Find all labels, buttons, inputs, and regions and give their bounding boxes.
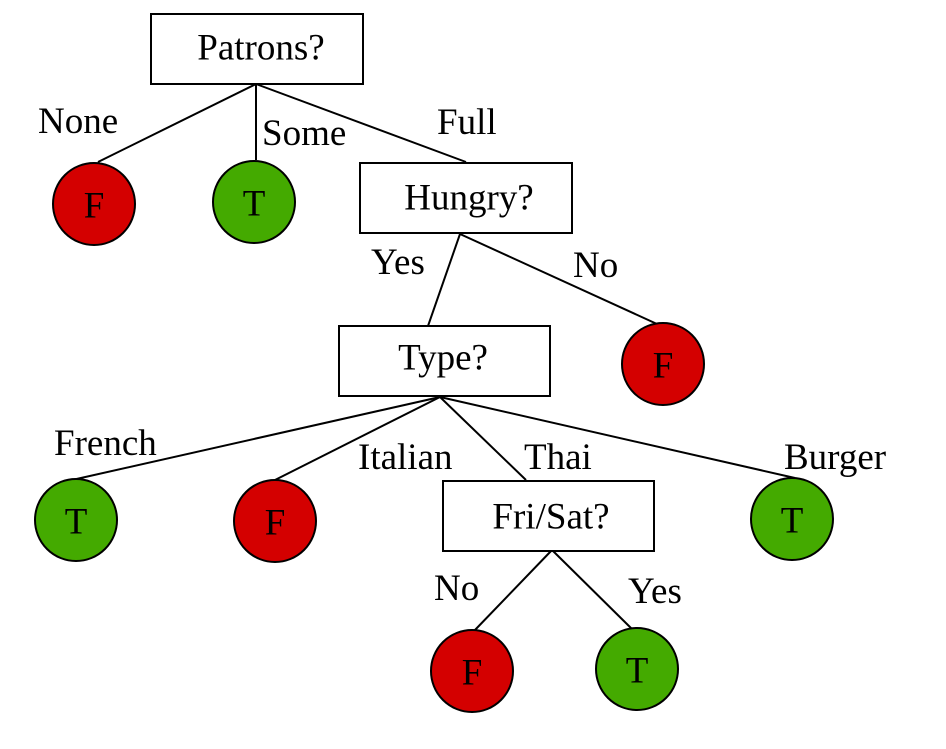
leaf-type-italian: F [233,479,317,563]
node-patrons-box [150,13,364,85]
edge-label-full: Full [437,102,497,143]
leaf-false-circle [621,322,705,406]
edge-label-some: Some [262,113,346,154]
edge-hungry-yes [427,233,461,327]
leaf-true-circle [750,477,834,561]
leaf-frisat-yes: T [595,627,679,711]
leaf-true-circle [34,478,118,562]
edge-type-burger [439,396,796,479]
tree-edges [71,83,796,632]
edge-patrons-none [97,83,257,163]
leaf-false-circle [233,479,317,563]
edge-type-thai [439,396,527,481]
leaf-patrons-none: F [52,162,136,246]
node-type-box [338,325,551,397]
node-hungry-label: Hungry? [404,178,533,219]
edge-label-burger: Burger [784,437,886,478]
edge-label-yes: Yes [628,571,682,612]
node-type: Type? [338,325,551,397]
edge-label-no: No [573,245,618,286]
leaf-type-french: T [34,478,118,562]
edge-type-french [71,396,441,481]
leaf-true-circle [595,627,679,711]
edge-frisat-yes [551,549,635,632]
leaf-true-circle [212,160,296,244]
node-frisat-label: Fri/Sat? [492,497,609,538]
leaf-type-burger: T [750,477,834,561]
leaf-patrons-some: T [212,160,296,244]
node-type-label: Type? [398,338,488,379]
leaf-label: T [626,651,649,692]
edge-type-italian [274,396,441,481]
node-hungry-box [359,162,573,234]
node-patrons-label: Patrons? [197,28,324,69]
leaf-label: F [653,346,674,387]
edge-frisat-no [473,549,553,632]
leaf-false-circle [430,629,514,713]
node-hungry: Hungry? [359,162,573,234]
edge-label-italian: Italian [358,437,453,478]
edge-label-no: No [434,568,479,609]
edge-patrons-full [255,83,467,163]
leaf-label: T [65,502,88,543]
edge-labels: None Some Full Yes No French Italian Tha… [38,101,886,612]
leaf-label: F [462,653,483,694]
leaf-label: F [84,186,105,227]
leaf-label: T [243,184,266,225]
leaf-hungry-no: F [621,322,705,406]
edge-label-none: None [38,101,118,142]
leaf-frisat-no: F [430,629,514,713]
edge-label-french: French [54,423,157,464]
leaf-label: F [265,503,286,544]
edge-label-yes: Yes [371,242,425,283]
leaf-false-circle [52,162,136,246]
node-patrons: Patrons? [150,13,364,85]
node-frisat: Fri/Sat? [442,480,655,552]
node-frisat-box [442,480,655,552]
edge-hungry-no [459,233,658,325]
leaf-label: T [781,501,804,542]
edge-label-thai: Thai [524,437,592,478]
